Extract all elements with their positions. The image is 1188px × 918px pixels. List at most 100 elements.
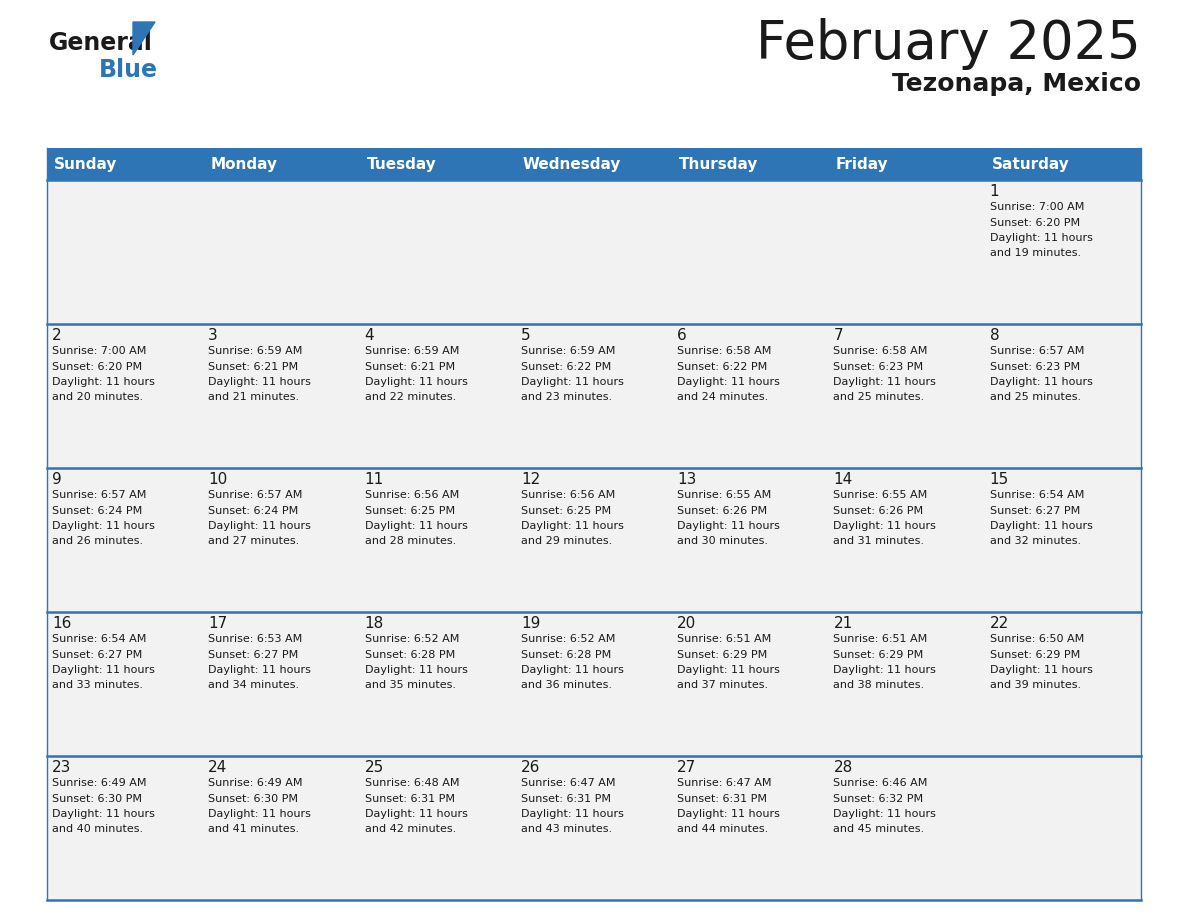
- Text: Sunrise: 6:57 AM: Sunrise: 6:57 AM: [990, 346, 1085, 356]
- Text: Daylight: 11 hours: Daylight: 11 hours: [365, 665, 467, 675]
- Text: Sunrise: 6:53 AM: Sunrise: 6:53 AM: [208, 634, 303, 644]
- Text: Daylight: 11 hours: Daylight: 11 hours: [365, 377, 467, 387]
- Text: Sunrise: 6:46 AM: Sunrise: 6:46 AM: [834, 778, 928, 788]
- Text: Daylight: 11 hours: Daylight: 11 hours: [208, 377, 311, 387]
- Text: and 20 minutes.: and 20 minutes.: [52, 393, 143, 402]
- Bar: [360, 180, 516, 324]
- Text: Sunset: 6:23 PM: Sunset: 6:23 PM: [834, 362, 923, 372]
- Text: Sunset: 6:29 PM: Sunset: 6:29 PM: [677, 650, 767, 659]
- Text: Sunset: 6:24 PM: Sunset: 6:24 PM: [208, 506, 298, 516]
- Text: Sunset: 6:27 PM: Sunset: 6:27 PM: [990, 506, 1080, 516]
- Polygon shape: [133, 22, 154, 55]
- Text: and 42 minutes.: and 42 minutes.: [365, 824, 456, 834]
- Text: Sunrise: 6:55 AM: Sunrise: 6:55 AM: [834, 490, 928, 500]
- Text: Daylight: 11 hours: Daylight: 11 hours: [520, 377, 624, 387]
- Text: Daylight: 11 hours: Daylight: 11 hours: [520, 665, 624, 675]
- Text: 2: 2: [52, 328, 62, 343]
- Text: Daylight: 11 hours: Daylight: 11 hours: [208, 665, 311, 675]
- Text: Sunrise: 6:50 AM: Sunrise: 6:50 AM: [990, 634, 1083, 644]
- Text: General: General: [49, 31, 153, 55]
- Bar: [48, 148, 203, 180]
- Text: Blue: Blue: [99, 58, 158, 82]
- Text: and 39 minutes.: and 39 minutes.: [990, 680, 1081, 690]
- Text: Daylight: 11 hours: Daylight: 11 hours: [365, 521, 467, 531]
- Bar: [48, 756, 203, 900]
- Text: and 26 minutes.: and 26 minutes.: [52, 536, 143, 546]
- Text: Sunrise: 6:57 AM: Sunrise: 6:57 AM: [208, 490, 303, 500]
- Text: 20: 20: [677, 616, 696, 631]
- Text: Daylight: 11 hours: Daylight: 11 hours: [834, 665, 936, 675]
- Text: 15: 15: [990, 472, 1009, 487]
- Text: 11: 11: [365, 472, 384, 487]
- Text: and 21 minutes.: and 21 minutes.: [208, 393, 299, 402]
- Text: and 37 minutes.: and 37 minutes.: [677, 680, 769, 690]
- Text: Sunset: 6:22 PM: Sunset: 6:22 PM: [520, 362, 611, 372]
- Bar: [985, 612, 1140, 756]
- Text: Sunrise: 6:56 AM: Sunrise: 6:56 AM: [365, 490, 459, 500]
- Text: Daylight: 11 hours: Daylight: 11 hours: [208, 521, 311, 531]
- Text: 26: 26: [520, 760, 541, 775]
- Text: 14: 14: [834, 472, 853, 487]
- Text: and 44 minutes.: and 44 minutes.: [677, 824, 769, 834]
- Text: Daylight: 11 hours: Daylight: 11 hours: [52, 377, 154, 387]
- Text: 22: 22: [990, 616, 1009, 631]
- Text: Sunrise: 7:00 AM: Sunrise: 7:00 AM: [52, 346, 146, 356]
- Bar: [672, 180, 828, 324]
- Bar: [985, 756, 1140, 900]
- Bar: [516, 612, 672, 756]
- Text: and 25 minutes.: and 25 minutes.: [834, 393, 924, 402]
- Bar: [516, 756, 672, 900]
- Text: Sunrise: 6:47 AM: Sunrise: 6:47 AM: [520, 778, 615, 788]
- Text: Friday: Friday: [835, 156, 889, 172]
- Text: February 2025: February 2025: [757, 18, 1140, 70]
- Text: Sunrise: 6:59 AM: Sunrise: 6:59 AM: [520, 346, 615, 356]
- Text: Sunset: 6:25 PM: Sunset: 6:25 PM: [520, 506, 611, 516]
- Text: 27: 27: [677, 760, 696, 775]
- Bar: [203, 148, 360, 180]
- Text: Thursday: Thursday: [680, 156, 758, 172]
- Text: Sunrise: 6:47 AM: Sunrise: 6:47 AM: [677, 778, 772, 788]
- Text: Sunrise: 6:48 AM: Sunrise: 6:48 AM: [365, 778, 459, 788]
- Text: and 31 minutes.: and 31 minutes.: [834, 536, 924, 546]
- Bar: [516, 148, 672, 180]
- Text: Daylight: 11 hours: Daylight: 11 hours: [208, 809, 311, 819]
- Text: Sunrise: 6:49 AM: Sunrise: 6:49 AM: [208, 778, 303, 788]
- Bar: [203, 324, 360, 468]
- Bar: [516, 180, 672, 324]
- Text: and 40 minutes.: and 40 minutes.: [52, 824, 143, 834]
- Bar: [828, 180, 985, 324]
- Text: Tuesday: Tuesday: [367, 156, 436, 172]
- Text: Sunset: 6:24 PM: Sunset: 6:24 PM: [52, 506, 143, 516]
- Bar: [672, 612, 828, 756]
- Text: Daylight: 11 hours: Daylight: 11 hours: [990, 665, 1093, 675]
- Text: Sunset: 6:28 PM: Sunset: 6:28 PM: [365, 650, 455, 659]
- Bar: [828, 148, 985, 180]
- Text: Daylight: 11 hours: Daylight: 11 hours: [52, 521, 154, 531]
- Text: Sunset: 6:30 PM: Sunset: 6:30 PM: [208, 793, 298, 803]
- Bar: [203, 612, 360, 756]
- Text: 9: 9: [52, 472, 62, 487]
- Text: 6: 6: [677, 328, 687, 343]
- Text: and 30 minutes.: and 30 minutes.: [677, 536, 769, 546]
- Text: Sunrise: 6:58 AM: Sunrise: 6:58 AM: [677, 346, 771, 356]
- Text: Daylight: 11 hours: Daylight: 11 hours: [52, 809, 154, 819]
- Text: Sunday: Sunday: [53, 156, 118, 172]
- Text: Daylight: 11 hours: Daylight: 11 hours: [990, 377, 1093, 387]
- Text: Sunrise: 6:52 AM: Sunrise: 6:52 AM: [365, 634, 459, 644]
- Text: and 33 minutes.: and 33 minutes.: [52, 680, 143, 690]
- Bar: [985, 324, 1140, 468]
- Text: Sunrise: 6:52 AM: Sunrise: 6:52 AM: [520, 634, 615, 644]
- Text: Sunset: 6:31 PM: Sunset: 6:31 PM: [365, 793, 455, 803]
- Bar: [203, 468, 360, 612]
- Text: Sunrise: 6:58 AM: Sunrise: 6:58 AM: [834, 346, 928, 356]
- Text: Sunset: 6:22 PM: Sunset: 6:22 PM: [677, 362, 767, 372]
- Bar: [203, 180, 360, 324]
- Bar: [360, 756, 516, 900]
- Text: and 32 minutes.: and 32 minutes.: [990, 536, 1081, 546]
- Bar: [360, 468, 516, 612]
- Bar: [828, 612, 985, 756]
- Bar: [672, 148, 828, 180]
- Bar: [360, 148, 516, 180]
- Text: Monday: Monday: [210, 156, 277, 172]
- Text: 8: 8: [990, 328, 999, 343]
